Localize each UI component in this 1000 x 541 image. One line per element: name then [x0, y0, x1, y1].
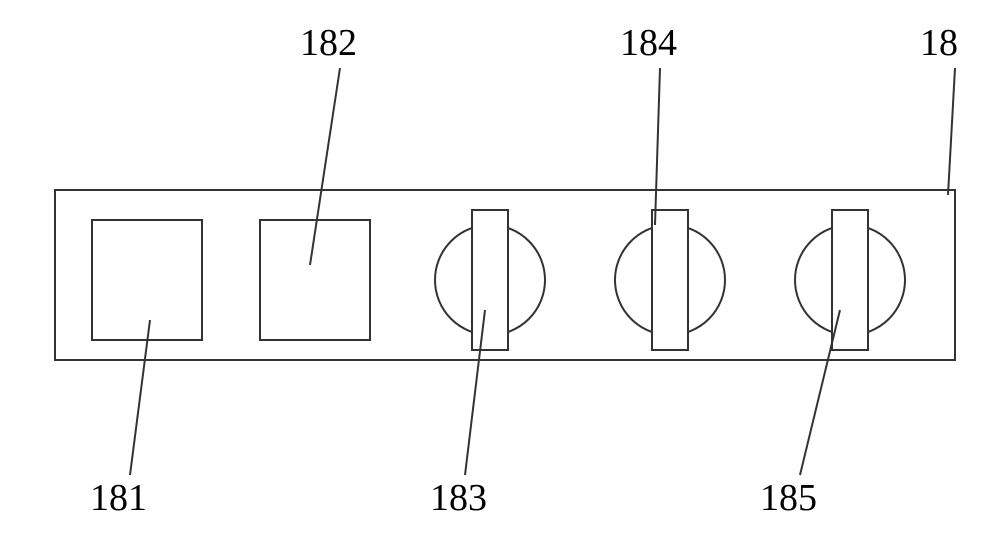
leader-185	[800, 310, 840, 475]
label-185: 185	[760, 477, 817, 519]
label-18: 18	[920, 22, 958, 64]
knob-handle-185	[832, 210, 868, 350]
knob-183	[435, 210, 545, 350]
label-183: 183	[430, 477, 487, 519]
square-181	[92, 220, 202, 340]
label-182: 182	[300, 22, 357, 64]
label-184: 184	[620, 22, 677, 64]
knob-185	[795, 210, 905, 350]
knob-handle-183	[472, 210, 508, 350]
leader-182	[310, 68, 340, 265]
knob-handle-184	[652, 210, 688, 350]
leader-184	[655, 68, 660, 225]
label-181: 181	[90, 477, 147, 519]
leader-18	[948, 68, 955, 195]
knob-184	[615, 210, 725, 350]
leader-181	[130, 320, 150, 475]
